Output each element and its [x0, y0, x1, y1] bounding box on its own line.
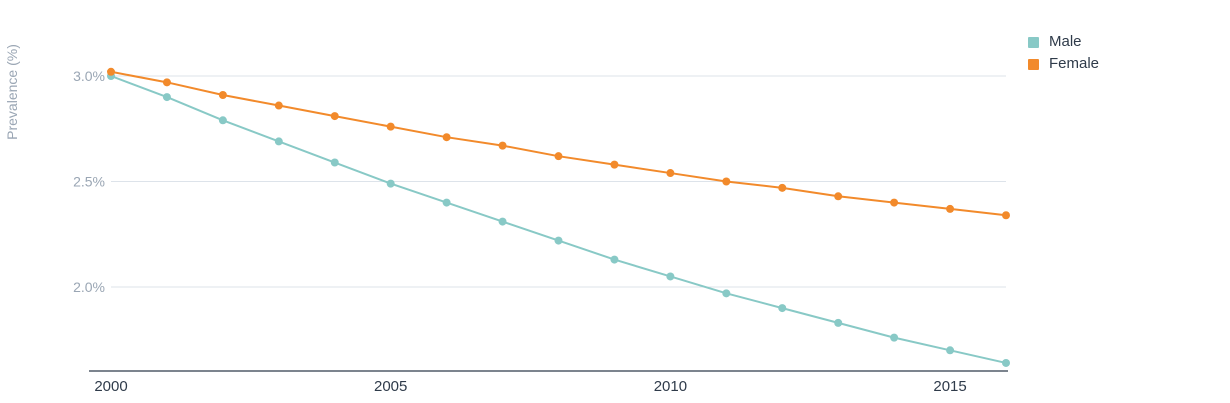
data-point-male[interactable] — [610, 255, 619, 264]
data-point-female[interactable] — [834, 192, 843, 201]
data-point-female[interactable] — [666, 169, 675, 178]
y-tick-label: 2.0% — [73, 279, 105, 295]
data-point-female[interactable] — [386, 122, 395, 131]
legend: Male Female — [1028, 34, 1099, 72]
x-tick-label: 2005 — [374, 378, 407, 395]
data-point-male[interactable] — [162, 93, 171, 102]
legend-label-female: Female — [1049, 55, 1100, 72]
data-point-female[interactable] — [162, 78, 171, 87]
data-point-female[interactable] — [890, 198, 899, 207]
y-tick-label: 3.0% — [73, 68, 105, 84]
x-tick-label: 2010 — [654, 378, 687, 395]
legend-item-female[interactable]: Female — [1028, 56, 1099, 72]
data-point-male[interactable] — [1002, 358, 1010, 367]
data-point-male[interactable] — [274, 137, 283, 146]
data-point-female[interactable] — [610, 160, 619, 169]
legend-swatch-male — [1028, 36, 1039, 48]
data-point-male[interactable] — [890, 333, 899, 342]
data-point-male[interactable] — [666, 272, 675, 281]
data-point-female[interactable] — [442, 133, 451, 142]
data-point-female[interactable] — [1002, 211, 1010, 220]
x-tick-label: 2015 — [933, 378, 966, 395]
data-point-female[interactable] — [946, 204, 955, 213]
data-point-female[interactable] — [330, 112, 339, 121]
data-point-male[interactable] — [442, 198, 451, 207]
data-point-male[interactable] — [386, 179, 395, 188]
legend-item-male[interactable]: Male — [1028, 34, 1099, 50]
data-point-male[interactable] — [722, 289, 731, 298]
series-line-male — [110, 75, 1007, 364]
data-point-female[interactable] — [554, 152, 563, 161]
data-point-female[interactable] — [274, 101, 283, 110]
data-point-female[interactable] — [778, 183, 787, 192]
data-point-male[interactable] — [330, 158, 339, 167]
series-line-female — [110, 70, 1007, 217]
legend-swatch-female — [1028, 58, 1039, 70]
data-point-female[interactable] — [107, 67, 115, 76]
data-point-male[interactable] — [554, 236, 563, 245]
data-point-female[interactable] — [218, 90, 227, 99]
data-point-female[interactable] — [722, 177, 731, 186]
legend-label-male: Male — [1049, 33, 1082, 50]
y-axis-title: Prevalence (%) — [4, 44, 20, 140]
data-point-male[interactable] — [946, 346, 955, 355]
x-tick-label: 2000 — [94, 378, 127, 395]
data-point-male[interactable] — [778, 304, 787, 313]
data-point-male[interactable] — [218, 116, 227, 125]
y-tick-label: 2.5% — [73, 174, 105, 190]
data-point-male[interactable] — [498, 217, 507, 226]
data-point-female[interactable] — [498, 141, 507, 150]
data-point-male[interactable] — [834, 318, 843, 327]
